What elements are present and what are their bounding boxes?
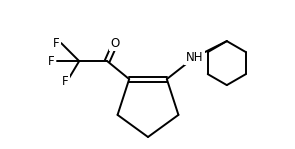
Text: F: F [53, 37, 59, 50]
Text: NH: NH [186, 51, 204, 64]
Text: O: O [111, 37, 120, 50]
Text: F: F [47, 55, 54, 68]
Text: F: F [62, 75, 68, 88]
